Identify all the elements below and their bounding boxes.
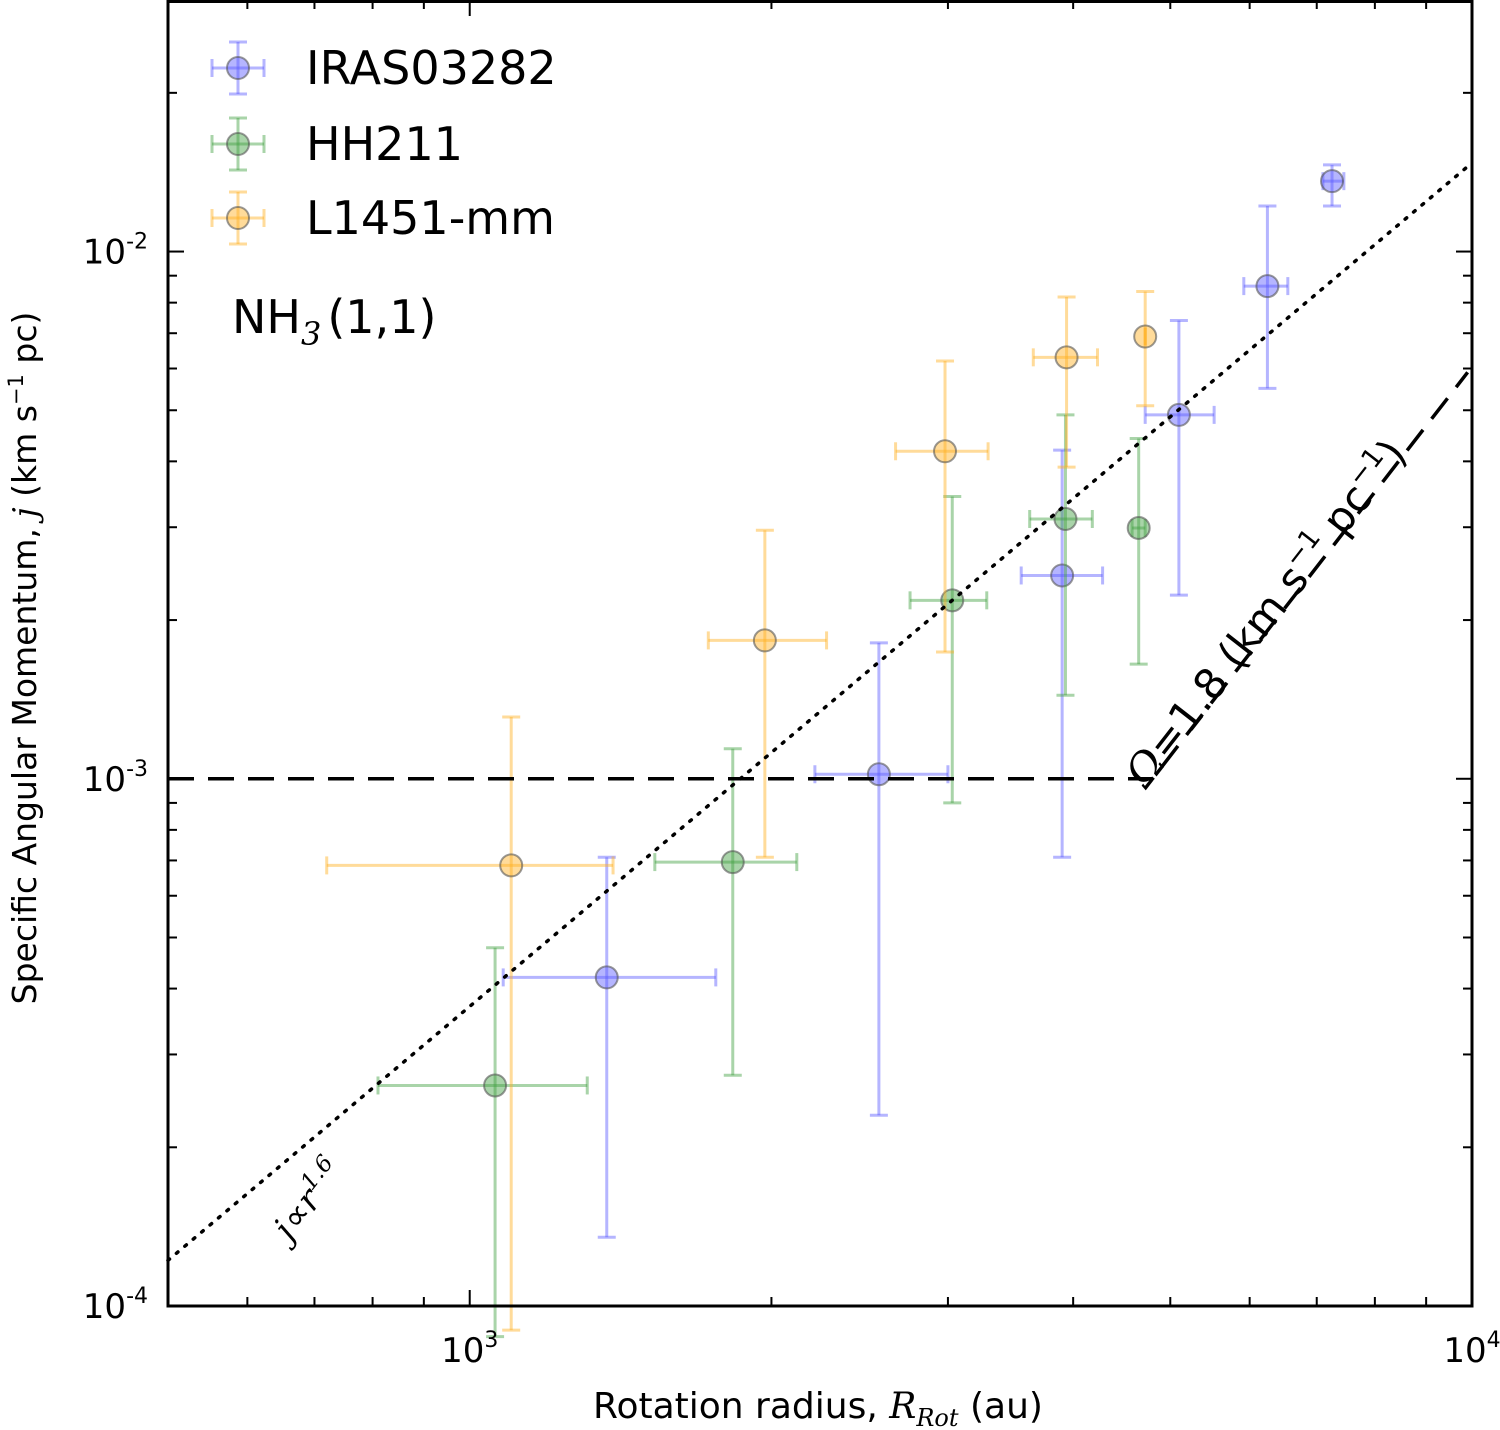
y-tick-label: 10-3 bbox=[83, 757, 148, 800]
legend: IRAS03282 HH211 L1451-mm bbox=[210, 40, 557, 246]
data-point bbox=[752, 628, 777, 653]
data-point bbox=[1133, 324, 1158, 349]
y-tick-label: 10-4 bbox=[83, 1284, 148, 1327]
data-point bbox=[866, 762, 891, 787]
series-HH211 bbox=[376, 413, 1151, 1339]
data-point bbox=[483, 1073, 508, 1098]
data-point bbox=[1126, 515, 1151, 540]
legend-label: IRAS03282 bbox=[306, 41, 557, 95]
data-point bbox=[594, 965, 619, 990]
data-layer bbox=[325, 163, 1346, 1339]
x-tick-label: 103 bbox=[441, 1328, 498, 1371]
data-point bbox=[1054, 345, 1079, 370]
series-IRAS03282 bbox=[501, 163, 1346, 1239]
y-tick-label: 10-2 bbox=[83, 230, 148, 273]
data-point bbox=[720, 850, 745, 875]
molecule-label: NH3 (1,1) bbox=[232, 290, 436, 353]
overlay-layer bbox=[166, 161, 1474, 1263]
series-L1451-mm bbox=[325, 289, 1158, 1332]
legend-label: HH211 bbox=[306, 117, 463, 171]
data-point bbox=[1050, 563, 1075, 588]
power-law-fit-line bbox=[166, 161, 1474, 1263]
x-tick-label: 104 bbox=[1443, 1328, 1500, 1371]
axis-ticks: 103 104 10-4 10-3 10-2 bbox=[83, 0, 1500, 1371]
data-point bbox=[933, 439, 958, 464]
plot-frame bbox=[166, 0, 1474, 1308]
power-law-label: j∝r1.6 bbox=[259, 1150, 352, 1253]
x-axis-label: Rotation radius, RRot (au) bbox=[593, 1386, 1043, 1430]
omega-label: Ω=1.8 (km s−1 pc−1) bbox=[1113, 429, 1416, 797]
legend-marker-point bbox=[226, 56, 250, 80]
data-point bbox=[1053, 506, 1078, 531]
data-point bbox=[1320, 169, 1345, 194]
data-point bbox=[1255, 274, 1280, 299]
data-point bbox=[1166, 402, 1191, 427]
legend-label: L1451-mm bbox=[306, 191, 555, 245]
legend-marker-point bbox=[226, 132, 250, 156]
y-axis-label: Specific Angular Momentum, j (km s−1 pc) bbox=[4, 312, 44, 1005]
threshold-dashed-line bbox=[168, 371, 1470, 781]
legend-marker-point bbox=[226, 206, 250, 230]
data-point bbox=[499, 853, 524, 878]
